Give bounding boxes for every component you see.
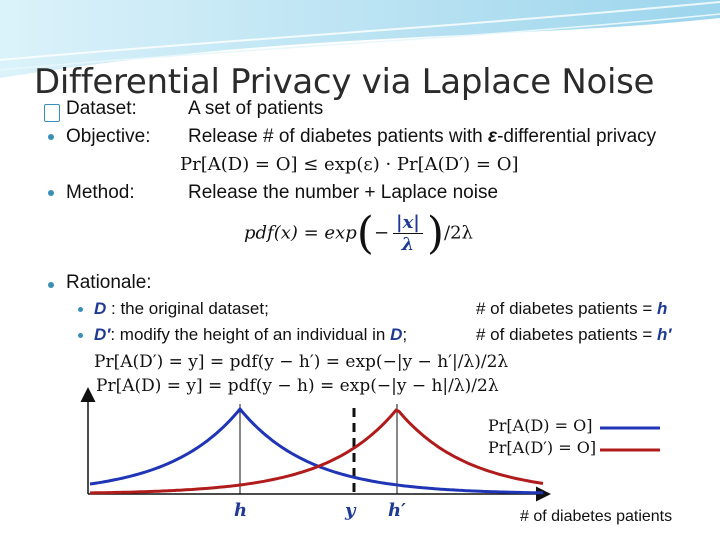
bullet-dot-icon [48,190,54,196]
bullet-objective-label: Objective: [66,126,151,147]
laplace-curve-original [89,406,544,495]
x-mark-y: y [345,500,356,521]
sub-bullet-modified-count: # of diabetes patients = h′ [476,325,672,344]
bullet-rationale-label: Rationale: [66,272,152,293]
bullet-dataset-text: A set of patients [188,98,324,119]
bullet-dot-icon [48,282,54,288]
sub-bullet-modified: D′: modify the height of an individual i… [94,325,408,344]
formula-original: Pr[A(D) = y] = pdf(y − h) = exp(−|y − h|… [96,376,499,396]
bullet-dot-icon [48,134,54,140]
formula-modified: Pr[A(D′) = y] = pdf(y − h′) = exp(−|y − … [94,352,509,372]
bullet-dataset-label: Dataset: [66,98,137,119]
x-axis-caption: # of diabetes patients [520,508,673,525]
missing-glyph-icon [44,104,60,122]
x-mark-h-prime: h′ [388,500,406,521]
sub-bullet-dot-icon [78,307,83,312]
bullet-objective-text: Release # of diabetes patients with ε-di… [188,126,657,147]
header-decoration [0,0,720,78]
method-formula: pdf(x) = exp(− |x| λ)/2λ [244,208,473,259]
legend-label-modified: Pr[A(D′) = O] [488,438,597,457]
laplace-curve-modified [90,408,544,495]
bullet-method-label: Method: [66,182,135,203]
sub-bullet-original: D : the original dataset; [94,299,269,318]
legend-label-original: Pr[A(D) = O] [488,416,593,435]
page-title: Differential Privacy via Laplace Noise [34,62,655,102]
sub-bullet-original-count: # of diabetes patients = h [476,299,668,318]
bullet-method-text: Release the number + Laplace noise [188,182,499,203]
objective-formula: Pr[A(D) = O] ≤ exp(ε) · Pr[A(D′) = O] [180,154,519,175]
x-mark-h: h [234,500,248,521]
sub-bullet-dot-icon [78,333,83,338]
